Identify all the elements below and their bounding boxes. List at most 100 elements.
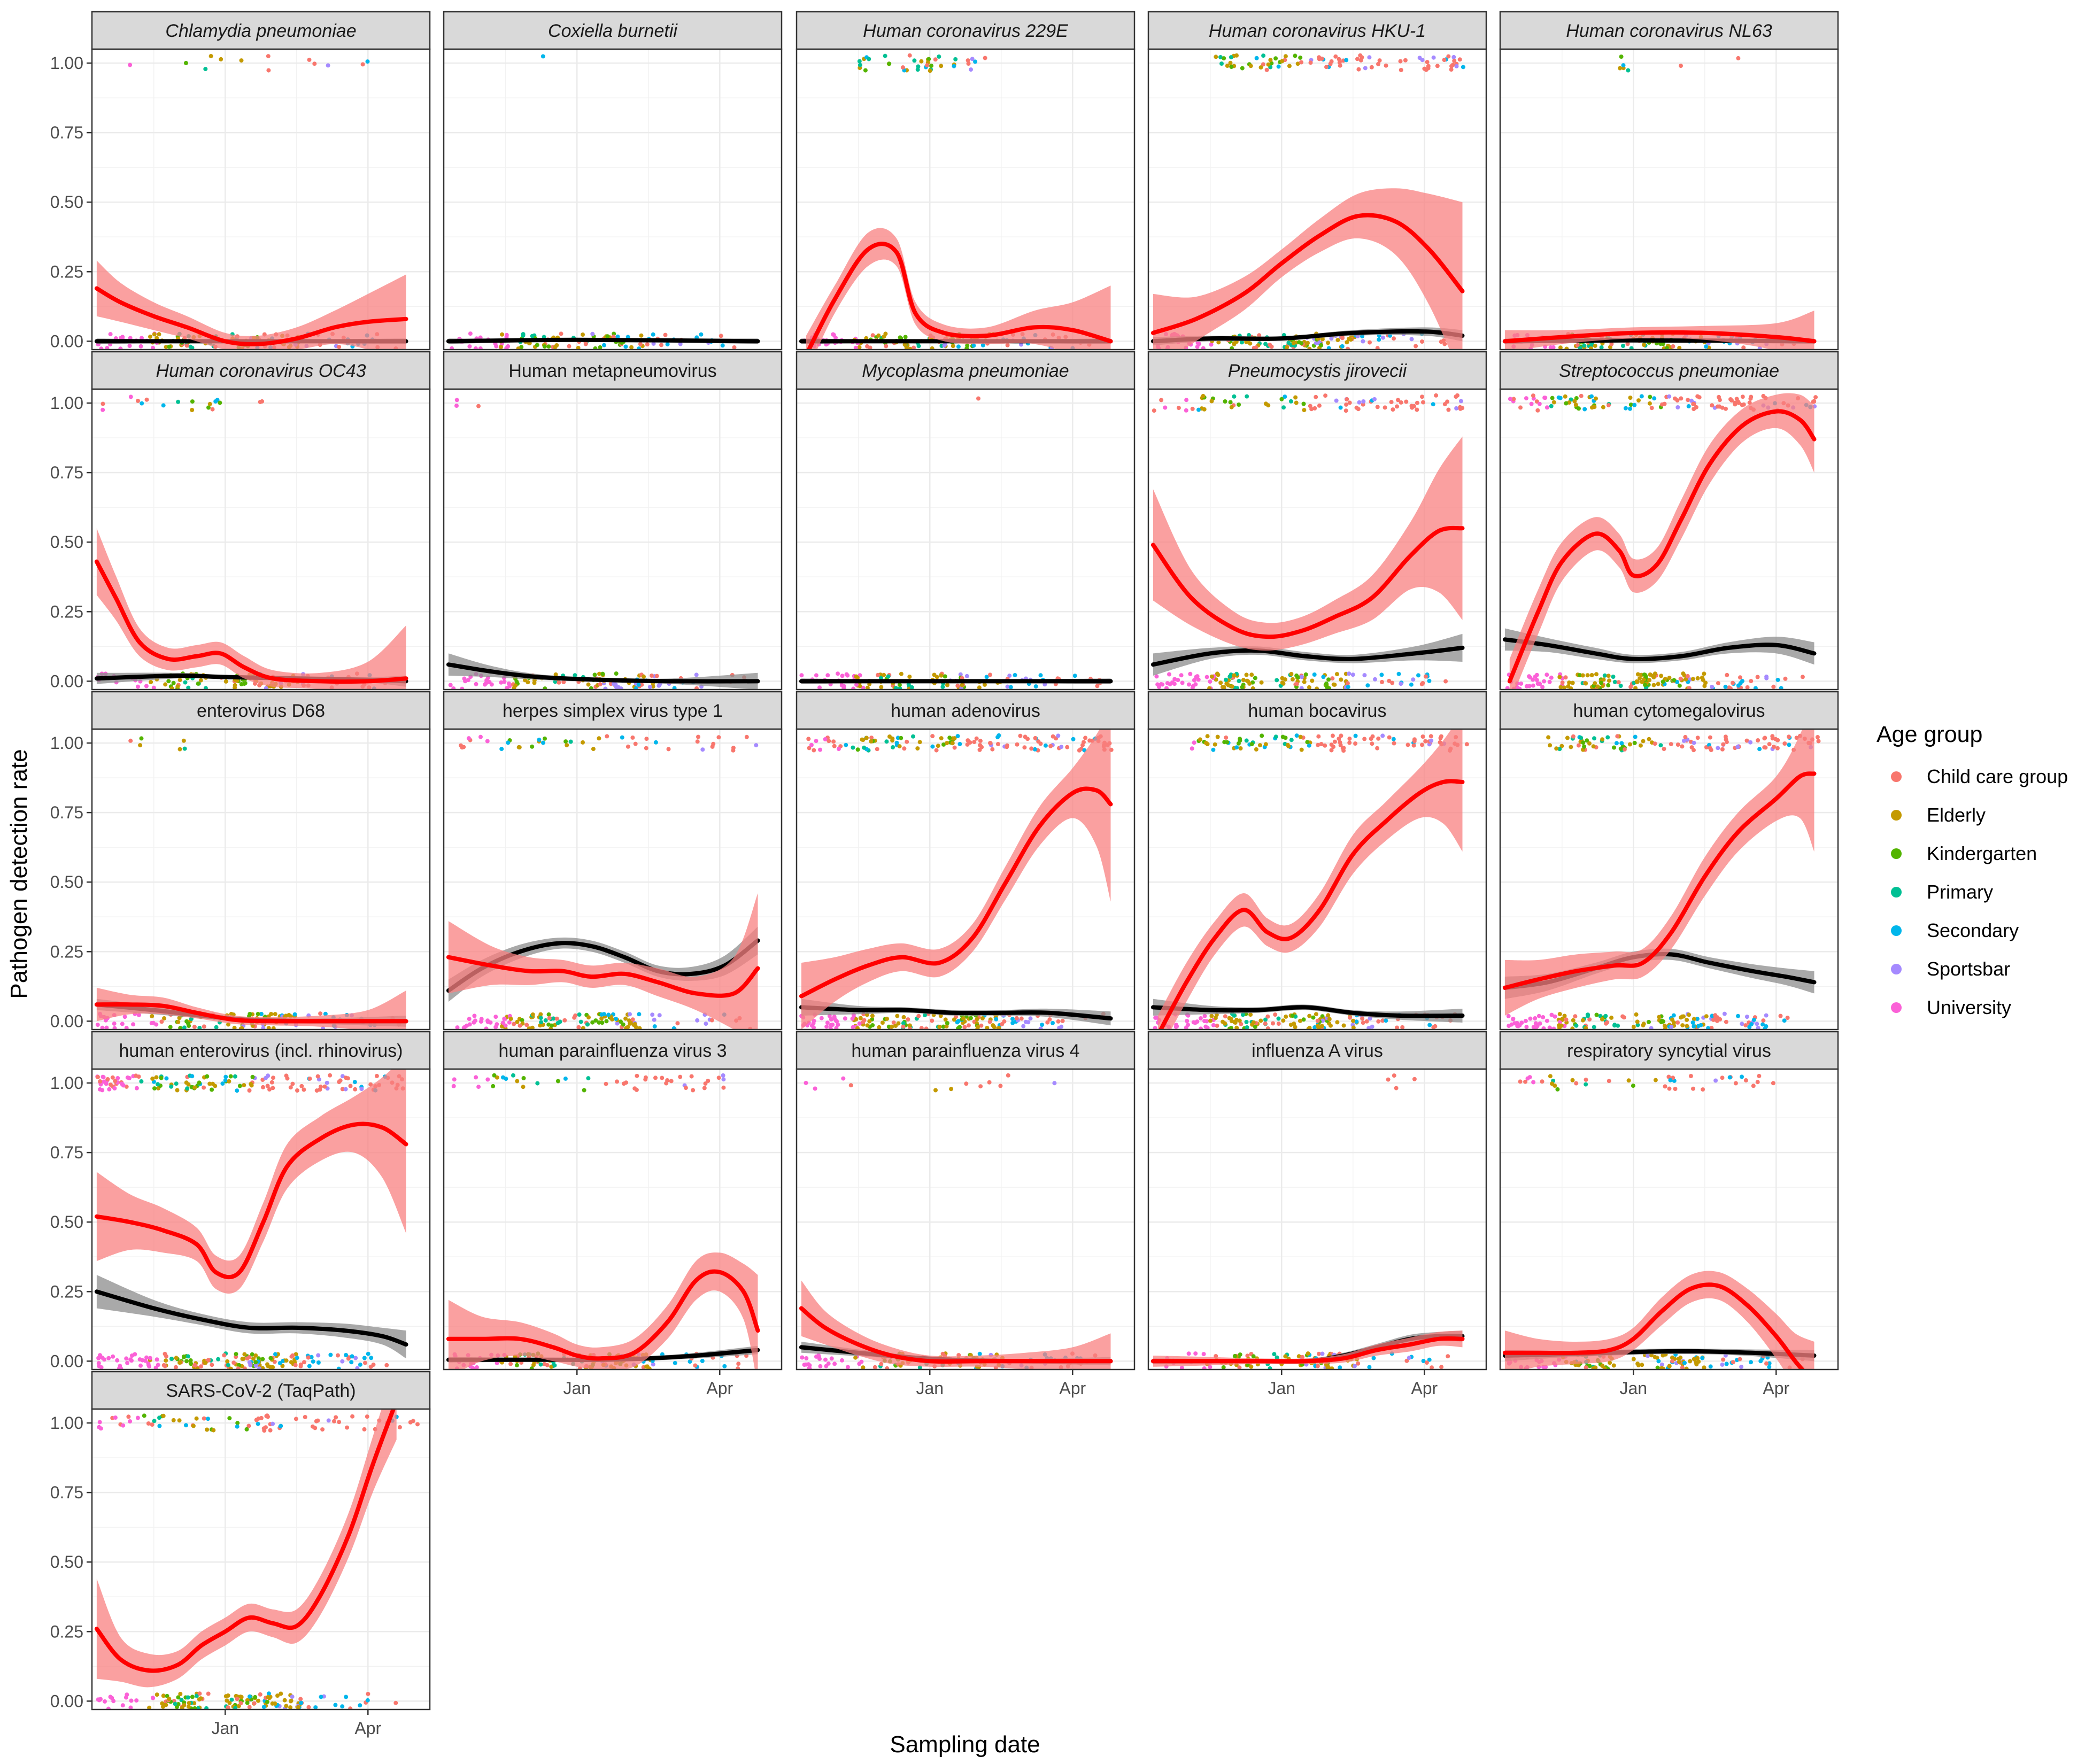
- data-point: [1523, 1079, 1528, 1084]
- data-point: [502, 1016, 507, 1021]
- data-point: [210, 1087, 214, 1092]
- data-point: [294, 1417, 298, 1421]
- data-point: [1671, 1013, 1676, 1018]
- data-point: [1629, 346, 1634, 350]
- facet-panel: Streptococcus pneumoniae: [1499, 351, 1839, 691]
- data-point: [248, 1363, 253, 1367]
- data-point: [902, 746, 907, 751]
- data-point: [156, 1082, 160, 1087]
- data-point: [900, 65, 905, 70]
- data-point: [103, 1699, 107, 1704]
- data-point: [943, 674, 947, 679]
- data-point: [1316, 1025, 1321, 1030]
- data-point: [1531, 1080, 1536, 1085]
- data-point: [113, 1415, 118, 1420]
- data-point: [942, 343, 947, 348]
- data-point: [1451, 55, 1456, 59]
- data-point: [1353, 1364, 1357, 1368]
- data-point: [854, 682, 859, 687]
- data-point: [754, 743, 759, 748]
- data-point: [483, 682, 487, 687]
- data-point: [1731, 680, 1735, 685]
- data-point: [1455, 393, 1460, 398]
- data-point: [1523, 1018, 1528, 1023]
- data-point: [1724, 1019, 1728, 1024]
- data-point: [163, 682, 168, 687]
- data-point: [1172, 677, 1177, 682]
- data-point: [111, 1354, 115, 1359]
- data-point: [555, 1021, 560, 1025]
- data-point: [100, 1025, 105, 1030]
- data-point: [1280, 59, 1285, 64]
- data-point: [1323, 743, 1327, 748]
- data-point: [501, 1020, 505, 1025]
- data-point: [1729, 398, 1734, 403]
- positive-trend-line: [94, 286, 408, 346]
- data-point: [1392, 1073, 1396, 1078]
- data-point: [586, 1076, 591, 1081]
- data-point: [1392, 741, 1396, 746]
- data-point: [484, 678, 489, 683]
- data-point: [454, 404, 459, 408]
- data-point: [1043, 743, 1048, 748]
- facet-panel: Human coronavirus OC430.000.250.500.751.…: [50, 351, 431, 691]
- facet-title: human parainfluenza virus 3: [498, 1041, 727, 1061]
- data-point: [1353, 733, 1358, 738]
- data-point: [1570, 1026, 1575, 1030]
- data-point: [451, 1084, 456, 1088]
- data-point: [1764, 676, 1769, 680]
- data-point: [973, 59, 978, 64]
- data-point: [649, 674, 654, 678]
- data-point: [722, 1364, 727, 1368]
- jitter-points: [1506, 733, 1821, 1030]
- data-point: [151, 345, 155, 350]
- data-point: [271, 1076, 275, 1080]
- x-tick-label: Apr: [1411, 1379, 1438, 1398]
- data-point: [1551, 1026, 1556, 1030]
- data-point: [1258, 1018, 1263, 1023]
- data-point: [884, 739, 889, 744]
- data-point: [225, 1359, 230, 1364]
- data-point: [1543, 1365, 1548, 1370]
- data-point: [1587, 741, 1592, 746]
- data-point: [1628, 685, 1633, 690]
- data-point: [591, 747, 596, 752]
- data-point: [1686, 398, 1690, 403]
- data-point: [586, 682, 591, 687]
- data-point: [1681, 1014, 1686, 1019]
- facet-title: Human coronavirus NL63: [1566, 21, 1772, 41]
- data-point: [474, 1075, 478, 1080]
- data-point: [504, 335, 509, 339]
- data-point: [1733, 1081, 1738, 1086]
- data-point: [1670, 1355, 1674, 1360]
- data-point: [478, 734, 483, 739]
- data-point: [1427, 1023, 1432, 1027]
- data-point: [1383, 405, 1387, 410]
- data-point: [1631, 1084, 1635, 1088]
- data-point: [1209, 342, 1214, 347]
- data-point: [1263, 1017, 1268, 1022]
- data-point: [654, 674, 659, 678]
- data-point: [1615, 734, 1620, 739]
- data-point: [876, 333, 881, 338]
- data-point: [1289, 671, 1294, 676]
- data-point: [720, 343, 725, 348]
- data-point: [1263, 1021, 1268, 1026]
- data-point: [1527, 1075, 1532, 1080]
- data-point: [592, 672, 597, 677]
- data-point: [600, 1020, 605, 1025]
- data-point: [1372, 397, 1377, 401]
- data-point: [128, 63, 133, 67]
- data-point: [1319, 343, 1324, 347]
- data-point: [1771, 684, 1776, 689]
- data-point: [706, 1079, 711, 1083]
- data-point: [284, 1073, 289, 1078]
- data-point: [1275, 1355, 1279, 1360]
- data-point: [98, 1697, 103, 1701]
- data-point: [1370, 1024, 1374, 1029]
- data-point: [1531, 683, 1535, 688]
- data-point: [1266, 62, 1271, 67]
- data-point: [581, 332, 585, 337]
- positive-trend-ribbon: [448, 893, 758, 1030]
- data-point: [265, 1084, 270, 1088]
